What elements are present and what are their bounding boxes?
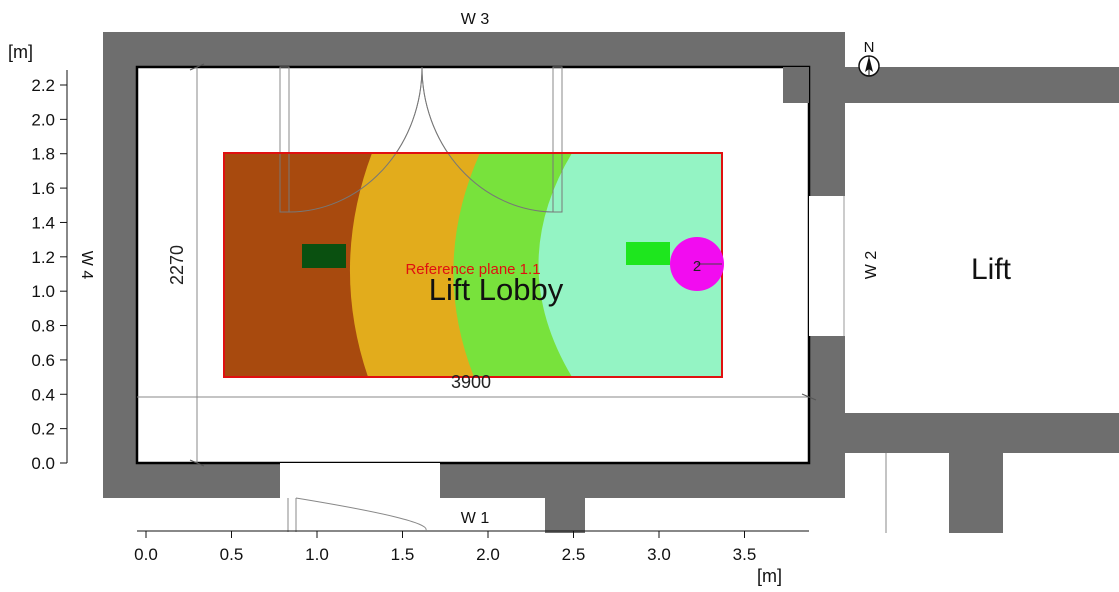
x-tick-label: 1.5	[391, 545, 415, 564]
luminaire-label: 2	[693, 258, 701, 275]
dimension-lines	[137, 63, 817, 467]
x-tick-label: 3.5	[733, 545, 757, 564]
wall-label-left: W 4	[78, 251, 95, 280]
y-tick-label: 2.0	[31, 110, 55, 129]
y-tick-label: 0.8	[31, 317, 55, 336]
adjacent-room-name: Lift	[971, 253, 1012, 286]
y-tick-label: 1.8	[31, 145, 55, 164]
bottom-wall-column	[545, 498, 585, 533]
x-tick-label: 3.0	[647, 545, 671, 564]
y-tick-label: 1.4	[31, 213, 55, 232]
object-dark	[302, 244, 346, 268]
room-name: Lift Lobby	[429, 272, 564, 307]
wall-label-top: W 3	[461, 11, 490, 28]
x-axis-unit: [m]	[757, 566, 782, 586]
height-dimension: 2270	[167, 245, 187, 285]
y-tick-label: 2.2	[31, 76, 55, 95]
lift-wall-column	[949, 453, 1003, 533]
wall-label-bottom: W 1	[461, 510, 490, 527]
y-tick-label: 1.0	[31, 282, 55, 301]
door-swing-arc	[295, 497, 427, 531]
lift-wall-top	[845, 67, 1119, 103]
x-tick-label: 2.5	[562, 545, 586, 564]
x-tick-label: 0.0	[134, 545, 158, 564]
lift-wall-bottom	[845, 413, 1119, 453]
bottom-door-opening	[280, 463, 440, 498]
reference-plane-label: Reference plane 1.1	[405, 261, 540, 278]
y-tick-label: 1.2	[31, 248, 55, 267]
y-tick-label: 0.0	[31, 454, 55, 473]
y-tick-label: 1.6	[31, 179, 55, 198]
right-wall-opening	[809, 196, 845, 336]
compass-icon	[858, 55, 880, 77]
wall-label-right: W 2	[863, 251, 880, 280]
y-tick-label: 0.6	[31, 351, 55, 370]
y-axis: [m] 2.2 2.0 1.8 1.6 1.4 1.2 1.0 0.8 0.6 0.4 0.2 0.0	[8, 42, 68, 473]
x-axis: [m] 0.0 0.5 1.0 1.5 2.0 2.5 3.0 3.5	[134, 530, 809, 586]
object-light	[626, 242, 670, 265]
lift-wall-stub	[783, 67, 809, 103]
x-tick-label: 2.0	[476, 545, 500, 564]
compass-label: N	[864, 39, 875, 56]
x-tick-label: 0.5	[220, 545, 244, 564]
y-tick-label: 0.2	[31, 420, 55, 439]
width-dimension: 3900	[451, 372, 491, 392]
door-arcs-overlay	[279, 66, 563, 213]
y-tick-label: 0.4	[31, 385, 55, 404]
wall-extension	[103, 478, 127, 498]
y-axis-unit: [m]	[8, 42, 33, 62]
x-tick-label: 1.0	[305, 545, 329, 564]
